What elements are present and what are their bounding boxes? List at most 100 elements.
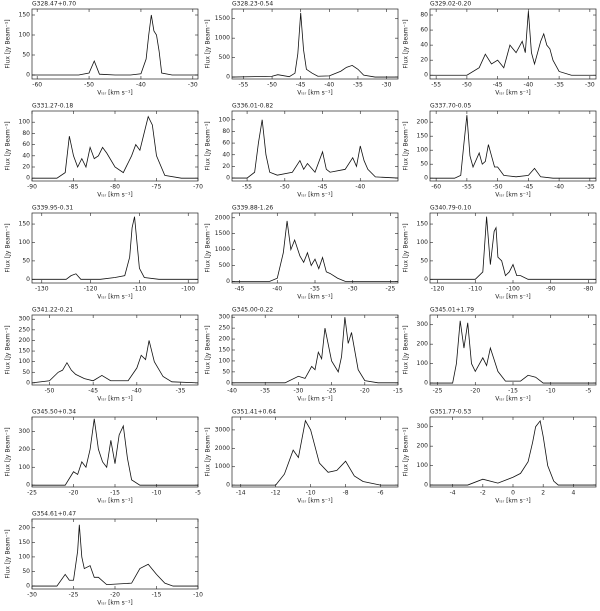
panel-title: G345.50+0.34 [32, 409, 76, 416]
y-tick-label: 0 [26, 72, 30, 79]
y-tick-label: 0 [226, 379, 230, 386]
y-tick-label: 0 [26, 175, 30, 182]
panel-title: G351.77-0.53 [430, 409, 471, 416]
y-tick-label: 100 [19, 239, 31, 246]
spectrum-line [430, 115, 596, 179]
x-tick-label: -120 [431, 286, 445, 293]
x-tick-label: -50 [45, 388, 55, 395]
panel-title: G339.95-0.31 [32, 205, 73, 212]
y-tick-label: 300 [417, 423, 429, 430]
x-tick-label: -130 [35, 286, 49, 293]
y-tick-label: 500 [219, 262, 231, 269]
spectrum-line [430, 419, 596, 486]
y-tick-label: 50 [22, 52, 30, 59]
plot-frame [429, 314, 597, 386]
y-tick-label: 3000 [215, 426, 230, 433]
y-tick-label: 0 [226, 482, 230, 489]
y-tick-label: 200 [219, 336, 231, 343]
plot-frame [231, 212, 399, 284]
x-tick-label: -45 [318, 184, 328, 191]
x-tick-label: -30 [585, 82, 595, 89]
x-axis-label: Vₗₛᵣ [km s⁻¹] [495, 90, 530, 97]
x-tick-label: -110 [133, 286, 147, 293]
panel-title: G345.00-0.22 [232, 307, 273, 314]
y-tick-label: 100 [417, 147, 429, 154]
panel-title: G340.79-0.10 [430, 205, 471, 212]
x-tick-label: -50 [280, 184, 290, 191]
x-tick-label: -100 [506, 286, 520, 293]
y-axis-label: Flux [Jy Beam⁻¹] [5, 529, 12, 578]
x-tick-label: -30 [293, 388, 303, 395]
y-tick-label: 50 [22, 568, 30, 575]
x-tick-label: -40 [324, 82, 334, 89]
x-axis-label: Vₗₛᵣ [km s⁻¹] [97, 192, 132, 199]
plot-frame [31, 110, 199, 182]
y-tick-label: 50 [420, 161, 428, 168]
x-tick-label: -90 [546, 286, 556, 293]
x-tick-label: -2 [480, 490, 486, 497]
spectrum-line [32, 115, 198, 179]
y-tick-label: 150 [19, 221, 31, 228]
y-tick-label: 150 [417, 133, 429, 140]
x-tick-label: -25 [27, 490, 37, 497]
x-axis-label: Vₗₛᵣ [km s⁻¹] [297, 396, 332, 403]
panel-title: G345.01+1.79 [430, 307, 474, 314]
y-axis-label: Flux [Jy Beam⁻¹] [205, 19, 212, 68]
x-axis-label: Vₗₛᵣ [km s⁻¹] [97, 90, 132, 97]
x-tick-label: -55 [239, 82, 249, 89]
spectrum-line [232, 220, 398, 282]
y-tick-label: 100 [417, 360, 429, 367]
x-axis-label: Vₗₛᵣ [km s⁻¹] [495, 396, 530, 403]
y-axis-label: Flux [Jy Beam⁻¹] [403, 19, 410, 68]
x-tick-label: -6 [378, 490, 384, 497]
y-tick-label: 150 [19, 348, 31, 355]
x-axis-label: Vₗₛᵣ [km s⁻¹] [97, 600, 132, 607]
x-tick-label: -40 [523, 82, 533, 89]
spectrum-line [430, 216, 596, 280]
x-tick-label: -5 [195, 490, 201, 497]
y-axis-label: Flux [Jy Beam⁻¹] [5, 223, 12, 272]
y-tick-label: 100 [19, 119, 31, 126]
y-tick-label: 250 [219, 325, 231, 332]
x-tick-label: -20 [360, 388, 370, 395]
x-tick-label: -10 [193, 592, 203, 599]
spectrum-line [232, 419, 398, 486]
x-tick-label: -35 [260, 388, 270, 395]
x-tick-label: -45 [296, 82, 306, 89]
y-tick-label: 1500 [215, 230, 230, 237]
x-tick-label: -80 [584, 286, 594, 293]
y-axis-label: Flux [Jy Beam⁻¹] [403, 223, 410, 272]
y-tick-label: 250 [19, 326, 31, 333]
x-tick-label: -110 [468, 286, 482, 293]
x-tick-label: -90 [27, 184, 37, 191]
x-tick-label: -40 [355, 184, 365, 191]
x-tick-label: -60 [32, 82, 42, 89]
x-tick-label: -60 [431, 184, 441, 191]
panel-title: G351.41+0.64 [232, 409, 276, 416]
x-tick-label: -40 [136, 82, 146, 89]
y-tick-label: 150 [19, 539, 31, 546]
y-tick-label: 50 [22, 369, 30, 376]
y-tick-label: 1000 [215, 463, 230, 470]
x-tick-label: -20 [470, 388, 480, 395]
x-tick-label: -45 [235, 286, 245, 293]
plot-frame [231, 8, 399, 80]
x-tick-label: -15 [508, 388, 518, 395]
panel-title: G328.47+0.70 [32, 1, 76, 8]
x-tick-label: -80 [110, 184, 120, 191]
x-tick-label: -10 [152, 490, 162, 497]
y-tick-label: 100 [417, 462, 429, 469]
x-tick-label: -50 [493, 184, 503, 191]
x-tick-label: -55 [462, 184, 472, 191]
y-tick-label: 2000 [215, 445, 230, 452]
x-tick-label: -35 [176, 388, 186, 395]
plot-frame [31, 212, 199, 284]
x-tick-label: -40 [272, 286, 282, 293]
y-tick-label: 60 [420, 27, 428, 34]
y-tick-label: 40 [22, 152, 30, 159]
x-axis-label: Vₗₛᵣ [km s⁻¹] [495, 192, 530, 199]
y-tick-label: 0 [226, 74, 230, 81]
x-axis-label: Vₗₛᵣ [km s⁻¹] [297, 90, 332, 97]
spectrum-line [32, 524, 198, 587]
